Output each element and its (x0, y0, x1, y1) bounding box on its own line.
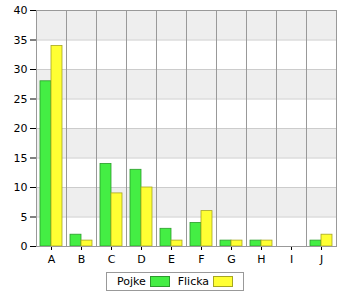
svg-text:20: 20 (14, 122, 28, 135)
svg-text:40: 40 (14, 4, 28, 17)
svg-text:C: C (108, 253, 116, 266)
svg-text:G: G (227, 253, 236, 266)
svg-text:I: I (290, 253, 293, 266)
svg-text:25: 25 (14, 93, 28, 106)
svg-text:E: E (168, 253, 175, 266)
svg-text:H: H (257, 253, 265, 266)
html-text:Pojke: Pojke (116, 275, 146, 288)
svg-text:J: J (319, 253, 323, 266)
svg-text:15: 15 (14, 152, 28, 165)
svg-text:F: F (198, 253, 204, 266)
svg-text:35: 35 (14, 34, 28, 47)
svg-text:10: 10 (14, 181, 28, 194)
svg-text:30: 30 (14, 63, 28, 76)
svg-text:B: B (78, 253, 86, 266)
html-text:Flicka: Flicka (177, 275, 210, 288)
svg-text:5: 5 (21, 211, 28, 224)
svg-text:D: D (137, 253, 145, 266)
svg-text:0: 0 (21, 240, 28, 253)
svg-text:A: A (48, 253, 56, 266)
